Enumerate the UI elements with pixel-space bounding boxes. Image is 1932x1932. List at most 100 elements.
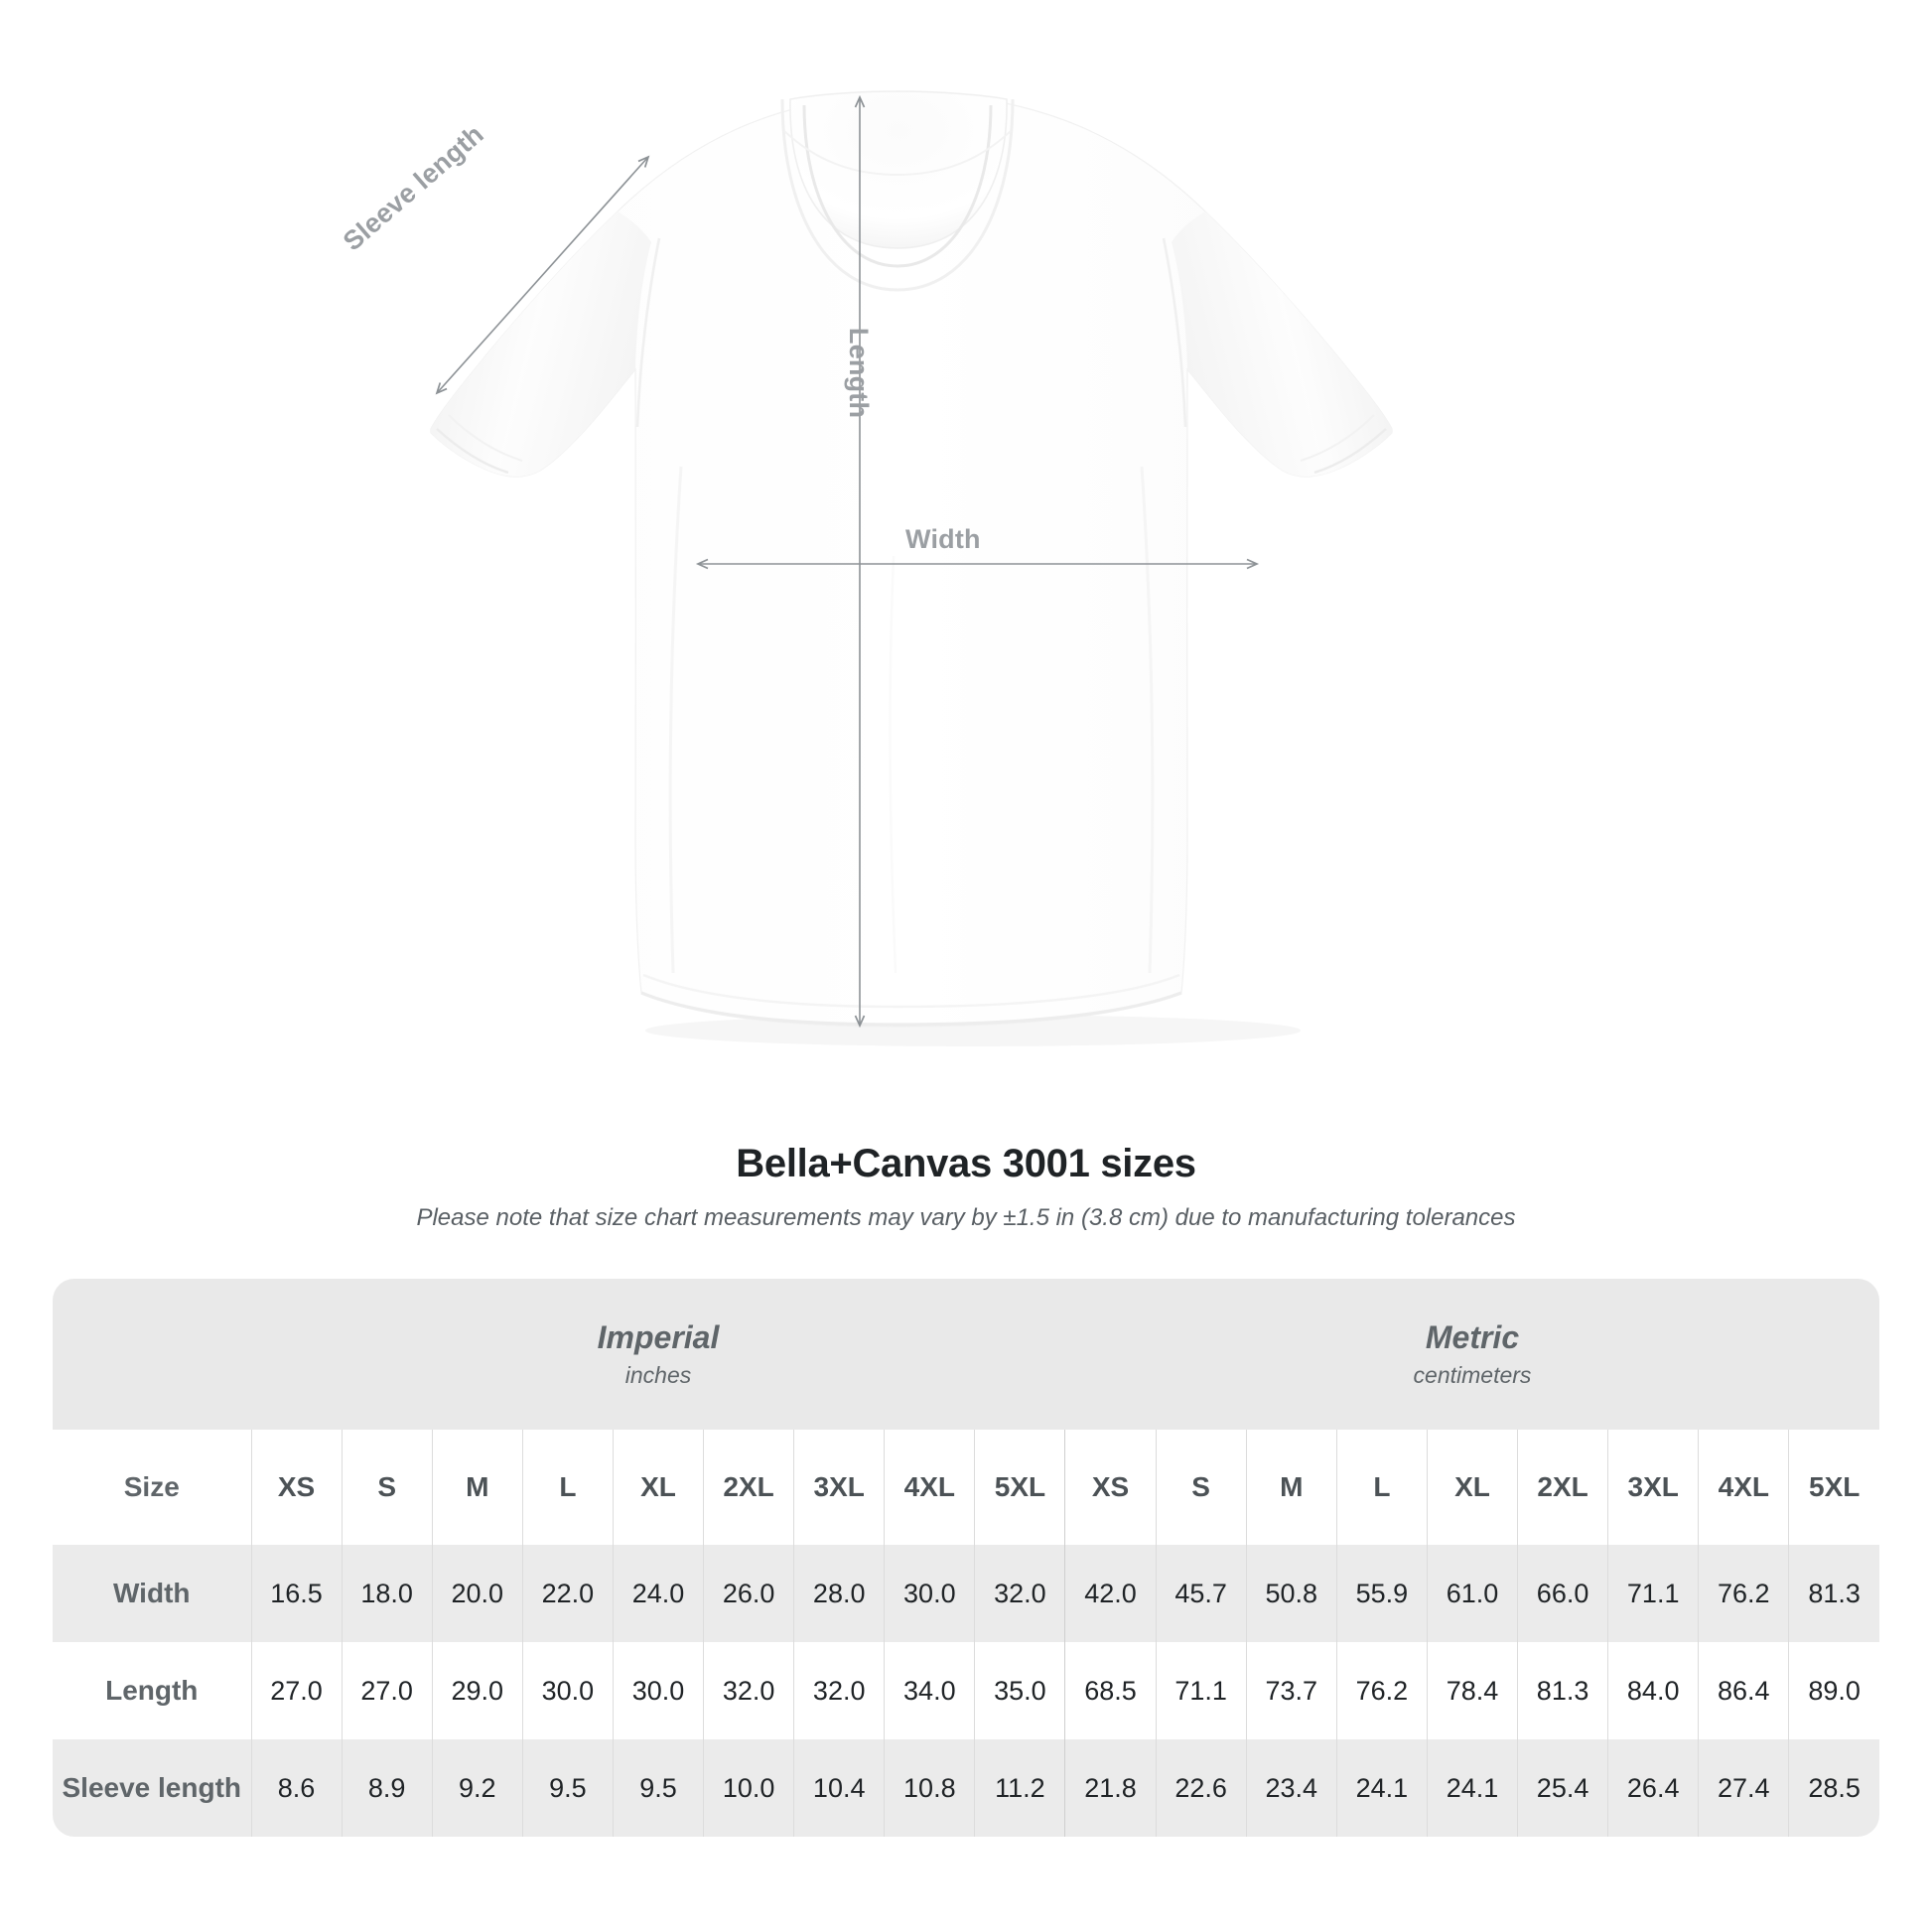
- garment-illustration: Sleeve length Length Width: [337, 90, 1393, 1029]
- cell-value: 71.1: [1607, 1545, 1699, 1642]
- cell-value: 9.2: [431, 1739, 523, 1837]
- size-table-container: Imperial inches Metric centimeters Size XS S M L…: [53, 1279, 1879, 1837]
- cell-value: 10.0: [703, 1739, 794, 1837]
- banner-unit-label: centimeters: [1413, 1361, 1532, 1388]
- cell-value: 81.3: [1517, 1642, 1608, 1739]
- right-sleeve-hem-inner: [1300, 414, 1375, 462]
- cell-value: 76.2: [1335, 1642, 1428, 1739]
- row-label-sleeve-length: Sleeve length: [53, 1739, 251, 1837]
- table-row: Length 27.0 27.0 29.0 30.0 30.0 32.0 32.0 34.0 35…: [53, 1642, 1879, 1739]
- banner-system-label: Metric: [1425, 1319, 1520, 1356]
- cell-value: 22.6: [1155, 1739, 1247, 1837]
- cell-value: 78.4: [1426, 1642, 1518, 1739]
- cell-value: 8.6: [250, 1739, 343, 1837]
- cell-value: 10.8: [884, 1739, 975, 1837]
- cell-value: 9.5: [612, 1739, 704, 1837]
- cell-value: 30.0: [884, 1545, 975, 1642]
- cell-value: 28.0: [793, 1545, 885, 1642]
- header-size-metric-3xl: 3XL: [1607, 1430, 1699, 1545]
- header-size-imperial-xs: XS: [250, 1430, 343, 1545]
- cell-value: 71.1: [1155, 1642, 1247, 1739]
- cell-value: 42.0: [1064, 1545, 1157, 1642]
- cell-value: 66.0: [1517, 1545, 1608, 1642]
- banner-system-label: Imperial: [597, 1319, 720, 1356]
- collar-inner-edge: [802, 104, 993, 268]
- shirt-silhouette: [430, 90, 1393, 1028]
- cell-value: 84.0: [1607, 1642, 1699, 1739]
- row-label-width: Width: [53, 1545, 251, 1642]
- fold-right: [1140, 466, 1155, 974]
- cell-value: 27.4: [1698, 1739, 1789, 1837]
- header-size-imperial-s: S: [341, 1430, 433, 1545]
- header-size-imperial-l: L: [521, 1430, 614, 1545]
- cell-value: 24.1: [1426, 1739, 1518, 1837]
- right-sleeve-hem: [1313, 428, 1387, 475]
- cell-value: 21.8: [1064, 1739, 1157, 1837]
- cell-value: 32.0: [974, 1545, 1065, 1642]
- size-table: Imperial inches Metric centimeters Size XS S M L…: [53, 1279, 1879, 1837]
- caption-block: Bella+Canvas 3001 sizes Please note that…: [0, 1142, 1932, 1232]
- header-size-metric-5xl: 5XL: [1788, 1430, 1879, 1545]
- collar-band: [789, 90, 1008, 249]
- cell-value: 26.0: [703, 1545, 794, 1642]
- cell-value: 27.0: [250, 1642, 343, 1739]
- cell-value: 20.0: [431, 1545, 523, 1642]
- cell-value: 73.7: [1245, 1642, 1337, 1739]
- cell-value: 81.3: [1788, 1545, 1879, 1642]
- tolerance-note: Please note that size chart measurements…: [416, 1204, 1516, 1231]
- banner-cell-metric: Metric centimeters: [1064, 1279, 1879, 1430]
- header-size-metric-m: M: [1245, 1430, 1337, 1545]
- tshirt-diagram: [430, 90, 1393, 1029]
- fold-left: [668, 466, 683, 974]
- bottom-hem: [640, 991, 1182, 1027]
- left-sleeve-hem: [436, 428, 509, 475]
- cell-value: 86.4: [1698, 1642, 1789, 1739]
- header-size-imperial-5xl: 5XL: [974, 1430, 1065, 1545]
- collar-seam: [783, 130, 1012, 177]
- cell-value: 76.2: [1698, 1545, 1789, 1642]
- header-size-label: Size: [53, 1430, 251, 1545]
- header-size-metric-l: L: [1335, 1430, 1428, 1545]
- header-size-metric-2xl: 2XL: [1517, 1430, 1608, 1545]
- cell-value: 45.7: [1155, 1545, 1247, 1642]
- right-armhole-seam: [1162, 237, 1187, 428]
- right-sleeve: [1172, 211, 1392, 477]
- header-size-imperial-4xl: 4XL: [884, 1430, 975, 1545]
- row-label-length: Length: [53, 1642, 251, 1739]
- banner-cell-imperial: Imperial inches: [251, 1279, 1065, 1430]
- cell-value: 28.5: [1788, 1739, 1879, 1837]
- cell-value: 34.0: [884, 1642, 975, 1739]
- page-title: Bella+Canvas 3001 sizes: [736, 1142, 1196, 1185]
- width-label: Width: [905, 524, 981, 554]
- header-size-metric-s: S: [1155, 1430, 1247, 1545]
- banner-corner-cell: [53, 1279, 251, 1430]
- cell-value: 18.0: [341, 1545, 433, 1642]
- table-banner-row: Imperial inches Metric centimeters: [53, 1279, 1879, 1430]
- cell-value: 11.2: [974, 1739, 1065, 1837]
- cell-value: 26.4: [1607, 1739, 1699, 1837]
- bottom-hem-inner: [642, 973, 1180, 1009]
- cell-value: 9.5: [521, 1739, 614, 1837]
- cell-value: 25.4: [1517, 1739, 1608, 1837]
- cell-value: 24.1: [1335, 1739, 1428, 1837]
- fold-center: [889, 555, 897, 974]
- header-size-imperial-3xl: 3XL: [793, 1430, 885, 1545]
- left-sleeve-hem-inner: [448, 414, 523, 462]
- cell-value: 8.9: [341, 1739, 433, 1837]
- cell-value: 32.0: [793, 1642, 885, 1739]
- cell-value: 35.0: [974, 1642, 1065, 1739]
- sleeve-length-arrow: [435, 155, 650, 395]
- header-size-imperial-m: M: [431, 1430, 523, 1545]
- header-size-imperial-2xl: 2XL: [703, 1430, 794, 1545]
- cell-value: 22.0: [521, 1545, 614, 1642]
- cell-value: 32.0: [703, 1642, 794, 1739]
- cell-value: 16.5: [250, 1545, 343, 1642]
- cell-value: 23.4: [1245, 1739, 1337, 1837]
- cell-value: 24.0: [612, 1545, 704, 1642]
- cell-value: 89.0: [1788, 1642, 1879, 1739]
- cell-value: 61.0: [1426, 1545, 1518, 1642]
- table-row: Width 16.5 18.0 20.0 22.0 24.0 26.0 28.0 30.0 32.…: [53, 1545, 1879, 1642]
- table-header-row: Size XS S M L XL 2XL 3XL 4XL 5XL XS S M L XL 2XL 3XL 4XL 5…: [53, 1430, 1879, 1545]
- header-size-imperial-xl: XL: [612, 1430, 704, 1545]
